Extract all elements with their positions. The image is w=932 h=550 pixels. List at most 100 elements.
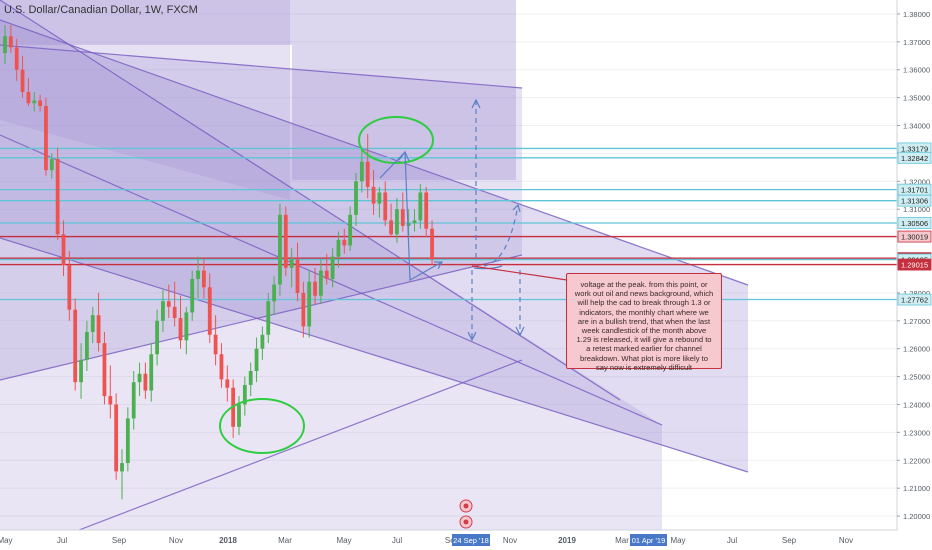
- candle-body: [430, 228, 434, 260]
- channel-line[interactable]: [0, 19, 749, 286]
- peak-circle[interactable]: [358, 116, 434, 164]
- candle-body: [365, 161, 370, 187]
- arrow-head: [471, 98, 481, 109]
- time-tick-label: Sep: [112, 536, 127, 545]
- channel-descending-lower[interactable]: [0, 20, 748, 472]
- channel-line[interactable]: [39, 359, 523, 546]
- candle: [26, 78, 31, 106]
- channel-line[interactable]: [0, 0, 621, 401]
- candle: [96, 292, 101, 352]
- candle: [330, 248, 335, 288]
- annotation-note[interactable]: voltage at the peak. from this point, or…: [566, 273, 722, 372]
- dashed-rebound-projection[interactable]: [483, 204, 519, 267]
- price-tick-label: 1.27000: [903, 317, 930, 326]
- price-level-label-text: 1.27762: [901, 296, 928, 305]
- candle-body: [219, 354, 224, 380]
- arrow-head: [515, 326, 525, 337]
- channel-upper-box: [292, 0, 516, 180]
- candle-body: [283, 214, 288, 268]
- arrow-head: [398, 150, 410, 162]
- time-marker-bg[interactable]: [630, 534, 667, 546]
- candle-body: [96, 315, 101, 344]
- candle: [55, 147, 60, 240]
- candle-body: [301, 292, 306, 327]
- candle: [266, 292, 271, 344]
- candle-body: [266, 301, 271, 335]
- channel-line[interactable]: [0, 44, 523, 89]
- price-level-label[interactable]: 1.32842: [897, 151, 932, 164]
- candle: [102, 331, 107, 405]
- candle: [342, 228, 347, 254]
- channel-line[interactable]: [0, 134, 663, 426]
- candle-body: [307, 281, 312, 327]
- candle: [248, 362, 253, 397]
- candle-body: [190, 278, 195, 313]
- candle-body: [73, 309, 78, 383]
- candle-body: [143, 373, 148, 391]
- price-level-label[interactable]: 1.27762: [897, 293, 932, 306]
- candle: [336, 231, 341, 268]
- time-marker-bg[interactable]: [452, 534, 490, 546]
- price-level-label[interactable]: 1.30019: [897, 230, 932, 243]
- candle-body: [313, 281, 317, 296]
- price-level-label[interactable]: 1.30506: [897, 217, 932, 229]
- price-tick-label: 1.24000: [903, 400, 930, 409]
- candle: [365, 133, 370, 199]
- candle: [371, 170, 376, 215]
- candle-body: [44, 106, 48, 171]
- candle-body: [14, 47, 19, 70]
- price-tick-label: 1.26000: [903, 345, 930, 354]
- candle: [389, 203, 393, 238]
- candle-body: [102, 343, 107, 397]
- channel-ascending[interactable]: [0, 45, 522, 380]
- candle-body: [125, 418, 130, 464]
- time-tick-label: 2019: [558, 536, 576, 545]
- price-level-label[interactable]: 1.31306: [897, 194, 932, 207]
- candle-body: [8, 36, 13, 48]
- candle: [354, 172, 358, 226]
- time-axis[interactable]: May Jul Sep Nov 2018 Mar May Jul Sep Nov 2019 Mar Ma…: [0, 529, 932, 550]
- candle: [377, 186, 382, 218]
- time-tick-label: Jul: [727, 536, 737, 545]
- candle: [242, 376, 247, 416]
- candle: [184, 306, 189, 355]
- horizontal-levels[interactable]: [0, 147, 897, 301]
- price-level-label-text: 1.31701: [901, 186, 928, 195]
- time-tick-label: May: [670, 536, 685, 545]
- candle-body: [178, 318, 183, 341]
- time-marker-label: 01 Apr '19: [632, 536, 666, 545]
- price-level-label-text: 1.32842: [901, 154, 928, 163]
- price-level-label[interactable]: 1.29015: [897, 258, 932, 271]
- price-tick-label: 1.35000: [903, 94, 930, 103]
- annotation-drawings[interactable]: [219, 98, 568, 529]
- candle: [79, 343, 83, 399]
- candle-body: [225, 379, 230, 388]
- projection-path[interactable]: [379, 150, 443, 282]
- candle: [196, 256, 200, 299]
- price-tick-label: 1.32000: [903, 177, 930, 186]
- price-level-label[interactable]: 1.31701: [897, 183, 932, 196]
- candle-body: [114, 404, 119, 472]
- candle-body: [55, 159, 60, 235]
- candle-body: [79, 359, 83, 383]
- price-level-label-bg: [897, 293, 932, 306]
- channel-line[interactable]: [0, 237, 749, 473]
- trend-channels[interactable]: [0, 0, 749, 546]
- candle-body: [418, 192, 423, 221]
- price-axis[interactable]: 1.380001.370001.360001.350001.340001.330…: [896, 0, 932, 550]
- price-level-label-bg: [897, 151, 932, 164]
- candle-body: [137, 373, 142, 383]
- candle-body: [184, 312, 189, 341]
- candle-body: [289, 259, 294, 268]
- candle: [254, 337, 259, 383]
- candle: [213, 315, 218, 366]
- candle-body: [424, 192, 429, 229]
- candle-body: [272, 284, 276, 302]
- arrow-head: [512, 203, 521, 213]
- candle: [3, 25, 7, 65]
- price-tick-label: 1.28000: [903, 289, 930, 298]
- bottom-circle[interactable]: [219, 398, 305, 454]
